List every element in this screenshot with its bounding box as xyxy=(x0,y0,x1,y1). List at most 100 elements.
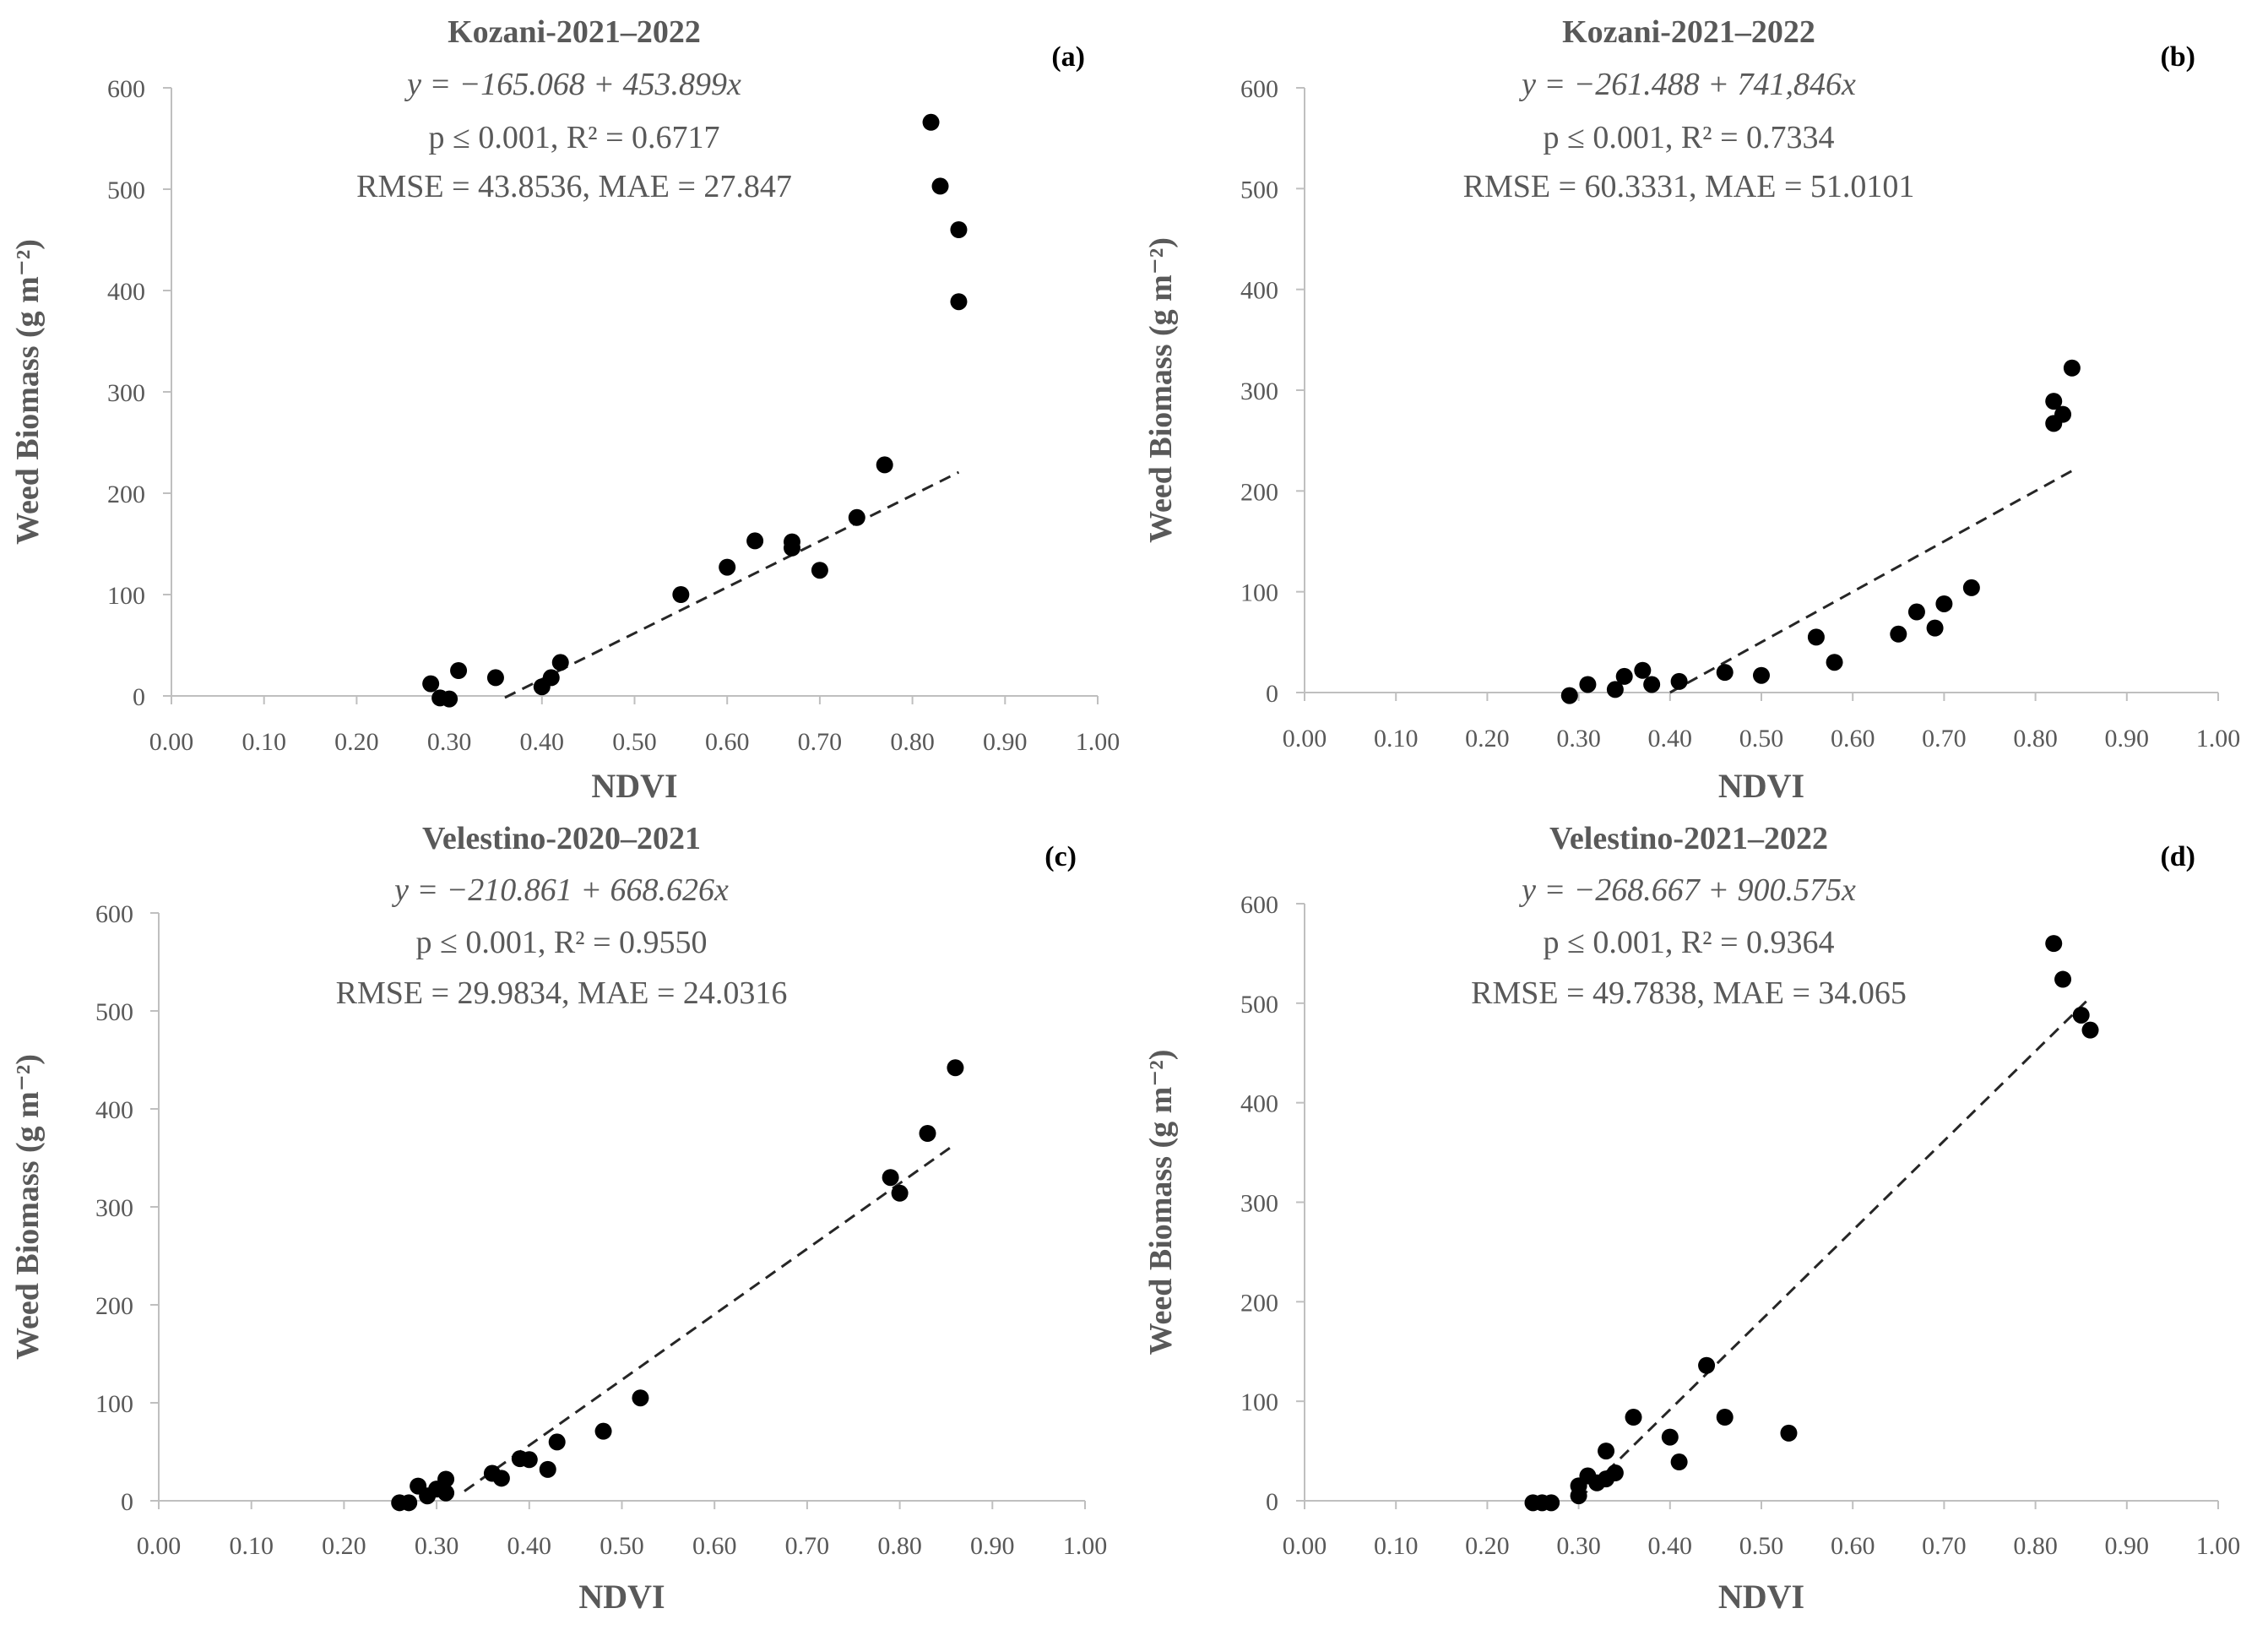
data-point xyxy=(539,1460,556,1478)
data-point xyxy=(922,113,940,131)
panel-label: (c) xyxy=(1044,841,1077,872)
y-axis-label: Weed Biomass (g m⁻²) xyxy=(1143,1050,1179,1356)
data-point xyxy=(1560,687,1578,704)
data-point xyxy=(1907,603,1925,621)
x-tick-label: 0.60 xyxy=(1831,1532,1875,1560)
data-point xyxy=(1926,619,1944,637)
data-point xyxy=(1579,676,1597,693)
y-tick-label: 400 xyxy=(107,278,145,306)
data-point xyxy=(947,1059,964,1077)
x-tick-label: 0.20 xyxy=(334,728,379,756)
data-point xyxy=(400,1494,418,1512)
regression-equation: y = −210.861 + 668.626x xyxy=(391,872,729,908)
y-tick-label: 200 xyxy=(1240,1289,1278,1317)
data-point xyxy=(2045,393,2063,410)
data-point xyxy=(441,690,458,708)
x-tick-label: 0.60 xyxy=(705,728,750,756)
data-point xyxy=(1780,1424,1798,1442)
x-tick-label: 0.70 xyxy=(798,728,843,756)
x-tick-label: 0.00 xyxy=(137,1532,182,1560)
data-point xyxy=(437,1484,455,1502)
y-tick-label: 0 xyxy=(1266,680,1278,708)
chart-title: Velestino-2021–2022 xyxy=(1549,821,1828,856)
chart-title: Kozani-2021–2022 xyxy=(1562,14,1815,50)
x-axis-label: NDVI xyxy=(1718,767,1804,805)
y-tick-label: 0 xyxy=(121,1488,133,1516)
data-point xyxy=(2072,1006,2090,1024)
y-tick-label: 400 xyxy=(1240,277,1278,305)
data-point xyxy=(1962,579,1980,596)
data-point xyxy=(542,669,560,687)
stats-rmse-mae: RMSE = 49.7838, MAE = 34.065 xyxy=(1471,975,1907,1011)
x-tick-label: 0.90 xyxy=(2105,725,2150,753)
y-tick-label: 300 xyxy=(1240,1190,1278,1218)
y-tick-label: 400 xyxy=(1240,1090,1278,1118)
data-point xyxy=(486,669,504,687)
y-axis-label: Weed Biomass (g m⁻²) xyxy=(10,1054,46,1360)
x-tick-label: 0.30 xyxy=(1556,1532,1601,1560)
data-point xyxy=(950,221,968,238)
x-tick-label: 0.40 xyxy=(507,1532,552,1560)
x-axis-label: NDVI xyxy=(591,767,677,805)
data-point xyxy=(746,532,764,550)
y-tick-label: 600 xyxy=(1240,891,1278,919)
x-tick-label: 0.00 xyxy=(1283,725,1327,753)
data-point xyxy=(1826,654,1843,671)
data-point xyxy=(1670,1453,1688,1471)
data-point xyxy=(594,1422,612,1440)
y-axis-label: Weed Biomass (g m⁻²) xyxy=(1143,237,1179,543)
data-point xyxy=(1615,667,1633,685)
data-point xyxy=(919,1125,936,1142)
chart-title: Kozani-2021–2022 xyxy=(448,14,701,50)
x-tick-label: 0.70 xyxy=(1922,1532,1967,1560)
y-tick-label: 200 xyxy=(95,1292,133,1320)
y-tick-label: 300 xyxy=(95,1194,133,1222)
y-tick-label: 100 xyxy=(1240,1388,1278,1416)
x-tick-label: 0.40 xyxy=(1648,725,1693,753)
y-tick-label: 500 xyxy=(95,998,133,1026)
stats-p-r2: p ≤ 0.001, R² = 0.9364 xyxy=(1543,925,1834,960)
trendline xyxy=(504,470,960,699)
stats-p-r2: p ≤ 0.001, R² = 0.7334 xyxy=(1543,120,1834,155)
y-tick-label: 500 xyxy=(107,177,145,204)
x-tick-label: 1.00 xyxy=(1076,728,1120,756)
x-tick-label: 0.20 xyxy=(322,1532,366,1560)
data-point xyxy=(876,456,893,474)
data-point xyxy=(1625,1409,1642,1426)
chart-panel-c: Velestino-2020–2021 y = −210.861 + 668.62… xyxy=(10,821,1107,1616)
data-point xyxy=(422,675,440,693)
regression-equation: y = −268.667 + 900.575x xyxy=(1518,872,1856,908)
y-tick-label: 300 xyxy=(107,379,145,407)
panel-label: (b) xyxy=(2160,41,2195,73)
data-point xyxy=(1634,661,1652,679)
x-tick-label: 0.90 xyxy=(983,728,1028,756)
data-point xyxy=(672,586,690,603)
data-point xyxy=(1661,1428,1679,1446)
x-tick-label: 0.00 xyxy=(1283,1532,1327,1560)
chart-title: Velestino-2020–2021 xyxy=(422,821,701,856)
regression-equation: y = −261.488 + 741,846x xyxy=(1518,67,1856,102)
data-point xyxy=(1935,595,1953,612)
x-tick-label: 0.00 xyxy=(149,728,194,756)
data-point xyxy=(891,1184,909,1202)
y-tick-label: 300 xyxy=(1240,378,1278,405)
panel-label: (d) xyxy=(2160,841,2195,872)
x-tick-label: 0.60 xyxy=(1831,725,1875,753)
y-tick-label: 600 xyxy=(107,75,145,103)
y-tick-label: 500 xyxy=(1240,176,1278,204)
y-tick-label: 200 xyxy=(107,481,145,508)
y-tick-label: 100 xyxy=(107,582,145,610)
x-tick-label: 0.90 xyxy=(970,1532,1015,1560)
x-tick-label: 0.50 xyxy=(1739,1532,1784,1560)
x-tick-label: 0.10 xyxy=(1374,1532,1419,1560)
y-tick-label: 0 xyxy=(133,683,145,711)
stats-p-r2: p ≤ 0.001, R² = 0.6717 xyxy=(428,120,719,155)
stats-p-r2: p ≤ 0.001, R² = 0.9550 xyxy=(415,925,707,960)
y-tick-label: 0 xyxy=(1266,1488,1278,1516)
data-point xyxy=(1716,664,1734,682)
data-point xyxy=(1606,681,1624,698)
data-point xyxy=(437,1470,455,1488)
data-point xyxy=(551,654,569,671)
x-tick-label: 0.80 xyxy=(2013,1532,2058,1560)
